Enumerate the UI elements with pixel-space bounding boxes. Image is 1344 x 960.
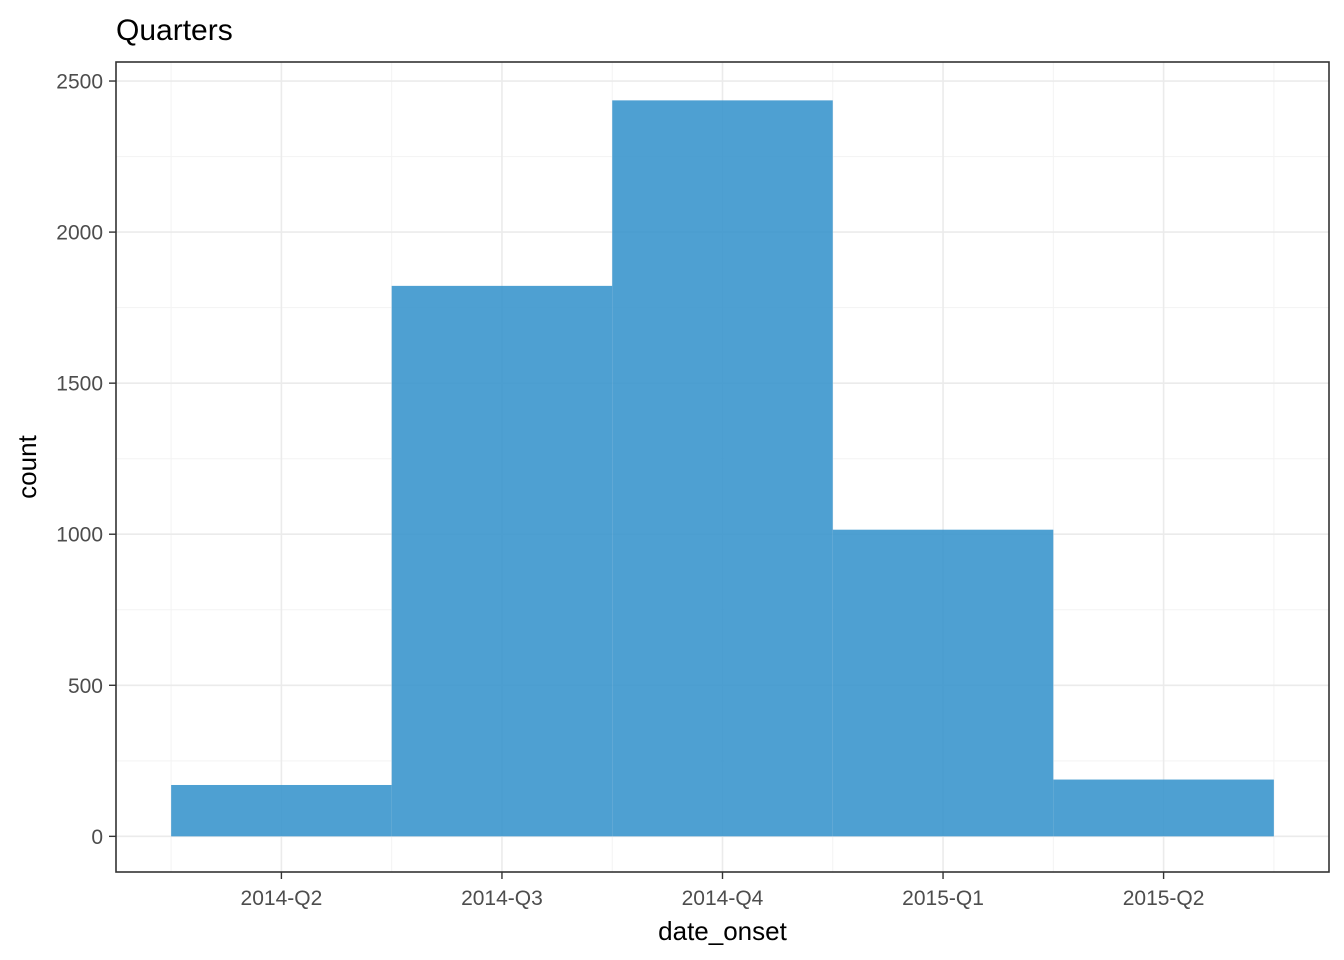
x-tick-label: 2014-Q3 <box>461 887 543 910</box>
bar-2015-q1 <box>832 529 1054 837</box>
bar-2014-q4 <box>612 100 833 837</box>
y-tick-label: 2000 <box>56 222 103 245</box>
bar-2015-q2 <box>1053 779 1274 837</box>
x-tick-label: 2014-Q2 <box>241 887 323 910</box>
y-axis: 0 500 1000 1500 2000 2500 <box>56 71 116 849</box>
y-tick-label: 0 <box>91 826 103 849</box>
bars <box>171 100 1274 837</box>
plot-area <box>115 61 1330 873</box>
bar-2014-q2 <box>171 784 392 837</box>
x-tick-label: 2015-Q2 <box>1123 887 1205 910</box>
bar-2014-q3 <box>391 285 613 837</box>
y-axis-label: count <box>12 434 42 498</box>
y-tick-label: 1000 <box>56 524 103 547</box>
x-axis: 2014-Q2 2014-Q3 2014-Q4 2015-Q1 2015-Q2 <box>241 872 1205 910</box>
x-axis-label: date_onset <box>658 916 787 946</box>
x-tick-label: 2015-Q1 <box>902 887 984 910</box>
y-tick-label: 500 <box>68 675 103 698</box>
x-tick-label: 2014-Q4 <box>682 887 764 910</box>
y-tick-label: 1500 <box>56 373 103 396</box>
chart-title: Quarters <box>116 14 233 47</box>
y-tick-label: 2500 <box>56 71 103 94</box>
